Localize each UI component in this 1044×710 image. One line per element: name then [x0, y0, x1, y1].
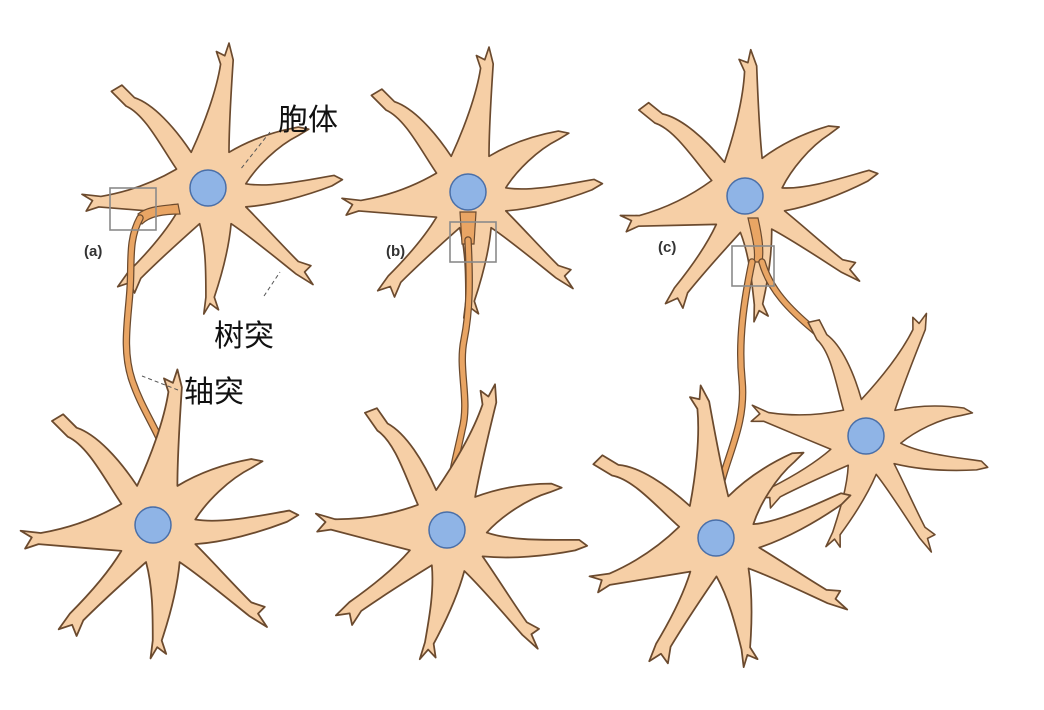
nucleus [449, 173, 487, 211]
annotations: 胞体 树突 轴突 [141, 103, 338, 410]
panel-b-bottom-neuron [293, 356, 613, 686]
panel-a-axon [122, 214, 172, 464]
nucleus [847, 417, 885, 455]
panel-c-bottom-neuron [550, 355, 886, 699]
nucleus [697, 519, 735, 557]
panel-c-top-neuron [603, 37, 893, 336]
panel-b-axon [444, 236, 473, 504]
panel-a-top-neuron [81, 42, 344, 315]
panel-label-c: (c) [658, 239, 676, 256]
panel-label-a: (a) [84, 243, 102, 260]
axon-label: 轴突 [184, 375, 244, 410]
soma-leader [239, 131, 271, 171]
synapse-highlight-box [449, 221, 497, 263]
panel-label-b: (b) [386, 243, 405, 260]
panel-c-right-neuron [717, 270, 1028, 588]
panel-a: (a) [19, 42, 344, 660]
dendrite-label: 树突 [214, 319, 274, 354]
nucleus [726, 177, 764, 215]
synapse-highlight-box [109, 187, 157, 231]
nucleus [428, 511, 466, 549]
nucleus [189, 169, 227, 207]
nucleus [134, 506, 172, 544]
synapse-highlight-box [731, 245, 775, 287]
soma-label: 胞体 [278, 103, 338, 138]
panel-c: (c) [550, 37, 1028, 699]
panel-b: (b) [293, 46, 613, 686]
panel-a-bottom-neuron [19, 368, 300, 660]
panel-b-top-neuron [341, 46, 604, 319]
dendrite-leader [263, 271, 281, 297]
